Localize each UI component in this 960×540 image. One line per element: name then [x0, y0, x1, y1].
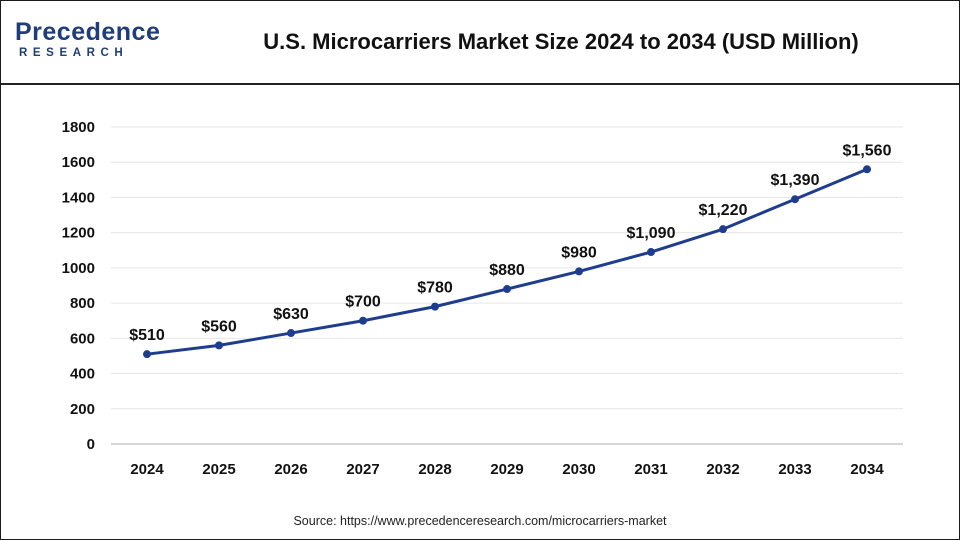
- data-point: [431, 302, 439, 311]
- line-chart: 0 200 400 600 800 1000 1200 1400 1600 1800 2024 202…: [62, 119, 903, 478]
- data-label: $1,090: [627, 225, 676, 242]
- x-tick-label: 2029: [490, 461, 523, 478]
- y-tick-label: 0: [87, 436, 95, 453]
- y-tick-label: 200: [70, 401, 95, 418]
- x-tick-label: 2028: [418, 461, 451, 478]
- data-label: $1,560: [843, 142, 892, 159]
- data-point: [359, 316, 367, 325]
- brand-name-top: Precedence: [15, 18, 161, 46]
- header-bar: Precedence RESEARCH U.S. Microcarriers M…: [1, 1, 959, 85]
- data-label: $980: [561, 244, 597, 261]
- brand-name-bottom: RESEARCH: [19, 47, 129, 59]
- brand-logo: Precedence RESEARCH: [15, 19, 165, 65]
- y-tick-label: 400: [70, 366, 95, 383]
- data-label: $510: [129, 327, 165, 344]
- y-tick-label: 1000: [62, 260, 95, 277]
- data-label: $880: [489, 262, 525, 279]
- x-tick-label: 2031: [634, 461, 667, 478]
- x-tick-label: 2025: [202, 461, 235, 478]
- data-label: $1,390: [771, 172, 820, 189]
- x-tick-label: 2024: [130, 461, 164, 478]
- data-point: [719, 225, 727, 234]
- x-tick-label: 2030: [562, 461, 595, 478]
- source-note: Source: https://www.precedenceresearch.c…: [293, 514, 667, 528]
- x-tick-label: 2034: [850, 461, 884, 478]
- data-label: $630: [273, 306, 309, 323]
- data-point: [863, 165, 871, 174]
- x-tick-label: 2032: [706, 461, 739, 478]
- y-tick-label: 600: [70, 330, 95, 347]
- data-label: $560: [201, 318, 237, 335]
- data-label: $700: [345, 294, 381, 311]
- y-tick-label: 1600: [62, 154, 95, 171]
- data-point: [791, 195, 799, 204]
- data-point: [575, 267, 583, 276]
- data-point: [287, 329, 295, 338]
- data-point: [647, 248, 655, 257]
- data-point: [503, 285, 511, 294]
- x-tick-label: 2026: [274, 461, 307, 478]
- data-point: [143, 350, 151, 359]
- data-label: $1,220: [699, 202, 748, 219]
- chart-title: U.S. Microcarriers Market Size 2024 to 2…: [263, 29, 859, 54]
- x-tick-label: 2033: [778, 461, 811, 478]
- y-tick-label: 1800: [62, 119, 95, 136]
- data-label: $780: [417, 280, 453, 297]
- y-tick-label: 1400: [62, 189, 95, 206]
- y-tick-label: 800: [70, 295, 95, 312]
- x-tick-label: 2027: [346, 461, 379, 478]
- data-point: [215, 341, 223, 350]
- y-tick-label: 1200: [62, 225, 95, 242]
